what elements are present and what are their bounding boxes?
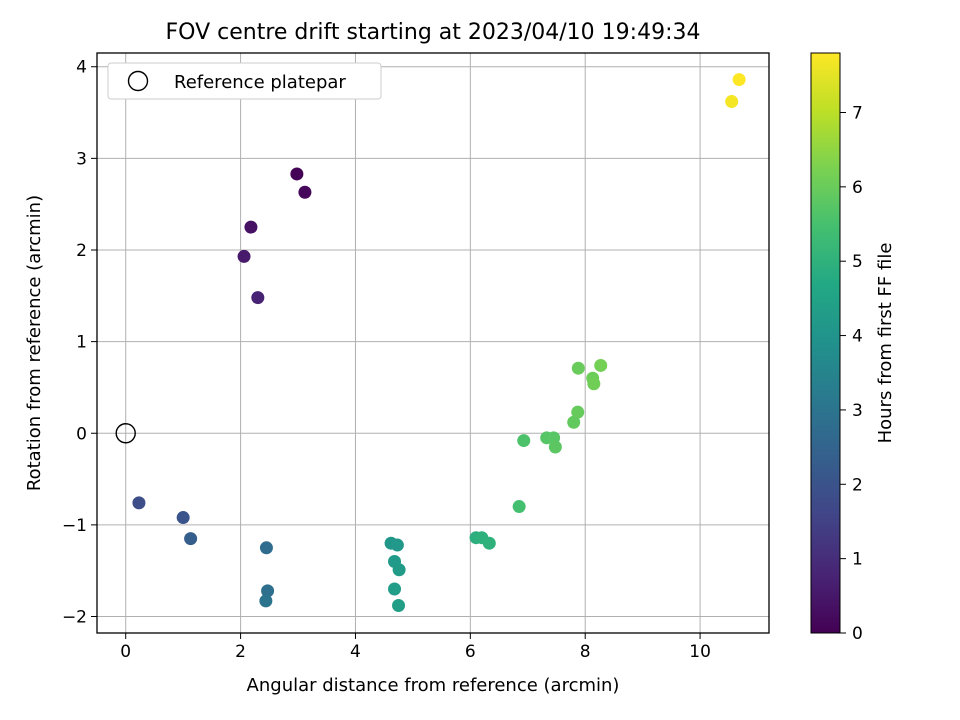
colorbar-tick-label: 6 xyxy=(852,178,863,198)
x-tick-label: 4 xyxy=(350,642,361,662)
chart-title: FOV centre drift starting at 2023/04/10 … xyxy=(166,20,701,45)
data-point xyxy=(594,358,608,372)
plot-frame xyxy=(96,52,770,634)
data-point xyxy=(388,582,402,596)
y-tick-label: −2 xyxy=(62,608,87,628)
data-point xyxy=(567,415,581,429)
data-point xyxy=(237,249,251,263)
data-point xyxy=(176,511,190,525)
y-tick-label: 3 xyxy=(76,149,87,169)
data-point xyxy=(392,599,406,613)
data-point xyxy=(390,538,404,552)
data-point xyxy=(571,361,585,375)
data-point xyxy=(244,220,258,234)
y-tick-label: 1 xyxy=(76,333,87,353)
data-point xyxy=(512,500,526,514)
data-point xyxy=(587,377,601,391)
data-point xyxy=(132,496,146,510)
colorbar-tick-label: 0 xyxy=(852,624,863,644)
y-tick-label: −1 xyxy=(62,516,87,536)
colorbar-label: Hours from first FF file xyxy=(875,243,896,444)
legend-marker xyxy=(127,70,149,92)
data-point xyxy=(261,584,275,598)
x-tick-label: 2 xyxy=(235,642,246,662)
data-point xyxy=(259,594,273,608)
data-point xyxy=(571,405,585,419)
data-point xyxy=(392,563,406,577)
colorbar-tick-label: 3 xyxy=(852,401,863,421)
x-tick-label: 0 xyxy=(120,642,131,662)
y-tick-label: 4 xyxy=(76,58,87,78)
colorbar: 0 1 2 3 4 5 6 7 Hours from first FF file xyxy=(810,52,896,644)
y-tick-label: 0 xyxy=(76,424,87,444)
x-axis-label: Angular distance from reference (arcmin) xyxy=(247,675,620,696)
x-tick-label: 10 xyxy=(689,642,711,662)
data-point xyxy=(290,167,304,181)
colorbar-tick-label: 7 xyxy=(852,103,863,123)
legend-box xyxy=(107,62,382,100)
data-point xyxy=(517,434,531,448)
colorbar-tick-label: 2 xyxy=(852,475,863,495)
y-axis-ticks: −2 −1 0 1 2 3 4 xyxy=(62,58,97,628)
legend: Reference platepar xyxy=(107,62,382,100)
colorbar-tick-label: 1 xyxy=(852,550,863,570)
colorbar-tick-label: 5 xyxy=(852,252,863,272)
data-point xyxy=(184,532,198,546)
y-axis-label: Rotation from reference (arcmin) xyxy=(24,195,45,491)
x-tick-label: 6 xyxy=(465,642,476,662)
x-tick-label: 8 xyxy=(580,642,591,662)
colorbar-tick-label: 4 xyxy=(852,327,863,347)
colorbar-gradient xyxy=(810,52,841,634)
data-point xyxy=(251,291,265,305)
y-tick-label: 2 xyxy=(76,241,87,261)
legend-entry-reference: Reference platepar xyxy=(174,72,346,93)
data-point xyxy=(482,536,496,550)
x-axis-ticks: 0 2 4 6 8 10 xyxy=(120,633,711,662)
colorbar-ticks: 0 1 2 3 4 5 6 7 xyxy=(840,103,863,644)
data-point xyxy=(732,73,746,87)
data-point xyxy=(548,440,562,454)
data-point xyxy=(259,541,273,555)
data-point xyxy=(298,185,312,199)
reference-point xyxy=(115,423,136,444)
data-points xyxy=(115,73,746,613)
data-point xyxy=(725,95,739,109)
grid-lines xyxy=(97,53,769,633)
